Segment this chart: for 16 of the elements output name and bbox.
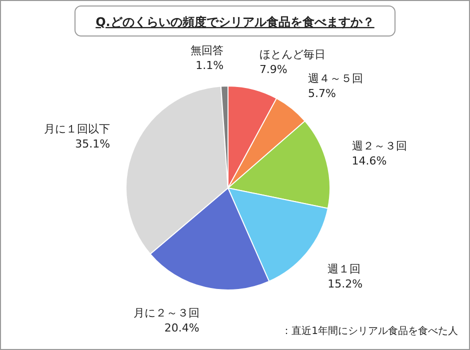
slice-label: 週１回 (328, 262, 361, 276)
data-label: 14.6% (352, 154, 387, 168)
slice-label: 無回答 (190, 44, 224, 58)
slice-label: 週４～５回 (308, 72, 364, 86)
slice-label: 月に２～３回 (133, 306, 200, 320)
data-label: 5.7% (308, 87, 336, 100)
chart-title: Q.どのくらいの頻度でシリアル食品を食べますか？ (96, 15, 374, 29)
data-label: 35.1% (75, 137, 110, 150)
data-label: 20.4% (164, 322, 200, 335)
text: ：直近1年間にシリアル食品を食べた人 (282, 325, 458, 337)
data-label: 15.2% (328, 277, 363, 290)
slice-label: ほとんど毎日 (259, 48, 326, 61)
slice-label: 週２～３回 (352, 139, 407, 152)
data-label: 7.9% (259, 62, 288, 76)
slice-label: 月に１回以下 (44, 122, 110, 136)
data-label: 1.1% (196, 59, 224, 72)
